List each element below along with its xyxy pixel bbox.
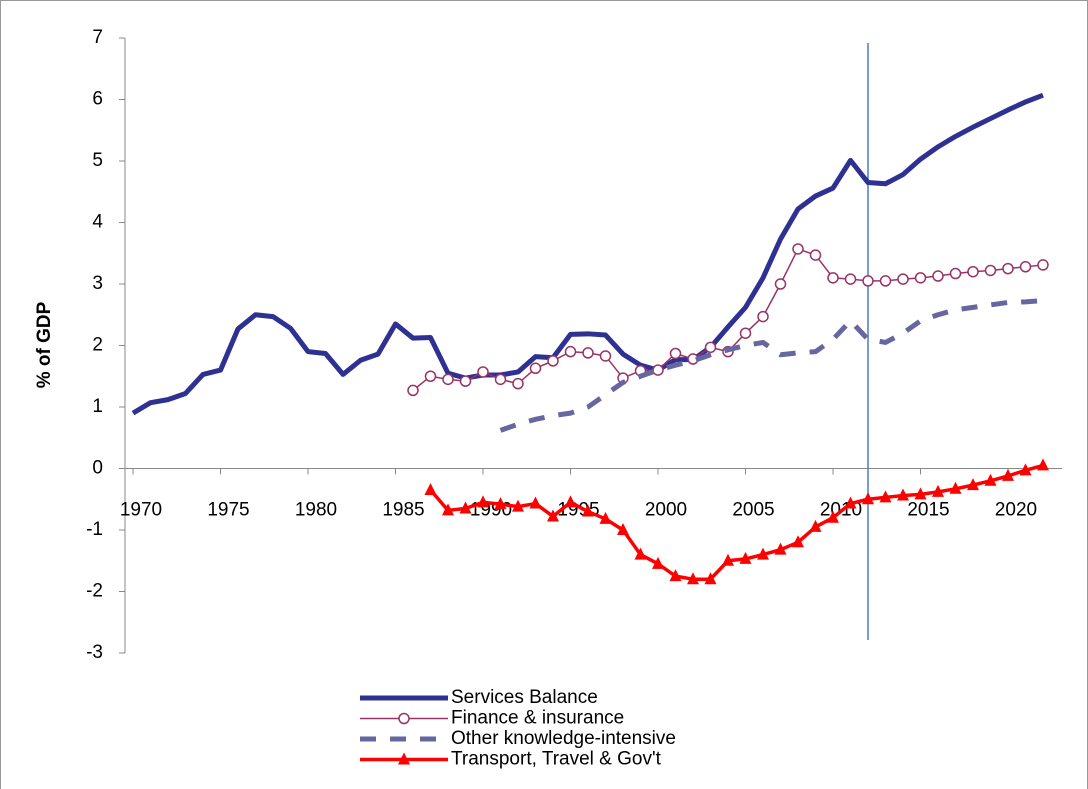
point <box>512 499 524 512</box>
point <box>914 272 927 284</box>
legend-marker <box>398 752 410 765</box>
point <box>582 347 594 359</box>
point <box>949 267 962 280</box>
point <box>932 270 944 282</box>
point <box>1019 463 1032 476</box>
point <box>949 481 962 494</box>
point <box>652 556 664 569</box>
legend-label: Other knowledge-intensive <box>451 728 676 749</box>
point <box>827 510 839 523</box>
y-tick-label: -1 <box>86 519 103 540</box>
point <box>809 249 822 261</box>
point <box>617 523 629 535</box>
point <box>967 478 979 491</box>
y-tick-label: 5 <box>92 150 103 171</box>
point <box>774 278 787 290</box>
y-tick-label: 4 <box>92 212 103 233</box>
legend-label: Finance & insurance <box>451 708 624 729</box>
point <box>809 519 822 532</box>
x-tick-label: 1975 <box>207 500 249 521</box>
point <box>704 341 717 354</box>
point <box>442 373 454 386</box>
point <box>1037 259 1049 271</box>
point <box>879 490 892 503</box>
point <box>984 473 997 486</box>
x-tick-label: 2005 <box>732 500 774 521</box>
point <box>1002 468 1014 481</box>
x-tick-label: 1970 <box>120 500 162 521</box>
point <box>792 535 804 548</box>
point <box>879 275 892 287</box>
point <box>704 572 717 585</box>
point <box>582 504 594 517</box>
point <box>844 496 857 509</box>
y-tick-label: 7 <box>92 27 103 48</box>
point <box>529 496 542 509</box>
point <box>407 384 419 397</box>
x-tick-label: 1980 <box>295 500 337 521</box>
legend-marker <box>398 712 410 725</box>
point <box>722 553 734 566</box>
y-axis-label: % of GDP <box>34 301 55 388</box>
legend-label: Transport, Travel & Gov't <box>451 749 662 770</box>
point <box>687 572 699 585</box>
point <box>1002 262 1014 275</box>
y-tick-label: 6 <box>92 89 103 110</box>
y-tick-label: -2 <box>86 581 103 602</box>
point <box>477 366 489 378</box>
point <box>669 569 682 582</box>
point <box>1037 458 1049 471</box>
point <box>774 542 787 555</box>
y-tick-label: 1 <box>92 396 103 417</box>
point <box>862 275 874 287</box>
point <box>757 547 769 560</box>
y-tick-label: -3 <box>86 642 103 663</box>
point <box>512 377 524 390</box>
point <box>564 495 577 508</box>
point <box>459 375 472 387</box>
point <box>739 551 752 564</box>
point <box>984 264 997 277</box>
series-line <box>131 92 1044 416</box>
series-line <box>499 298 1044 433</box>
x-tick-label: 1985 <box>382 500 424 521</box>
point <box>844 273 857 285</box>
point <box>792 243 804 255</box>
point <box>459 501 472 514</box>
x-tick-label: 2000 <box>645 500 687 521</box>
point <box>967 265 979 278</box>
y-tick-label: 3 <box>92 273 103 294</box>
point <box>494 497 507 510</box>
point <box>739 327 752 339</box>
point <box>897 273 909 285</box>
y-tick-label: 2 <box>92 335 103 356</box>
point <box>827 272 839 284</box>
legend-label: Services Balance <box>451 687 598 708</box>
point <box>932 484 944 497</box>
point <box>529 362 542 375</box>
point <box>862 492 874 505</box>
point <box>669 347 682 360</box>
point <box>547 355 559 367</box>
y-tick-label: 0 <box>92 458 103 479</box>
point <box>652 364 664 376</box>
point <box>494 373 507 386</box>
x-tick-label: 2015 <box>907 500 949 521</box>
point <box>424 483 437 496</box>
x-tick-label: 2020 <box>995 500 1037 521</box>
point <box>599 511 612 524</box>
point <box>757 310 769 323</box>
point <box>564 345 577 358</box>
point <box>634 547 647 560</box>
point <box>914 487 927 500</box>
point <box>897 488 909 501</box>
point <box>547 509 559 522</box>
point <box>1019 261 1032 273</box>
point <box>477 495 489 508</box>
point <box>442 503 454 516</box>
point <box>599 350 612 362</box>
point <box>424 370 437 382</box>
